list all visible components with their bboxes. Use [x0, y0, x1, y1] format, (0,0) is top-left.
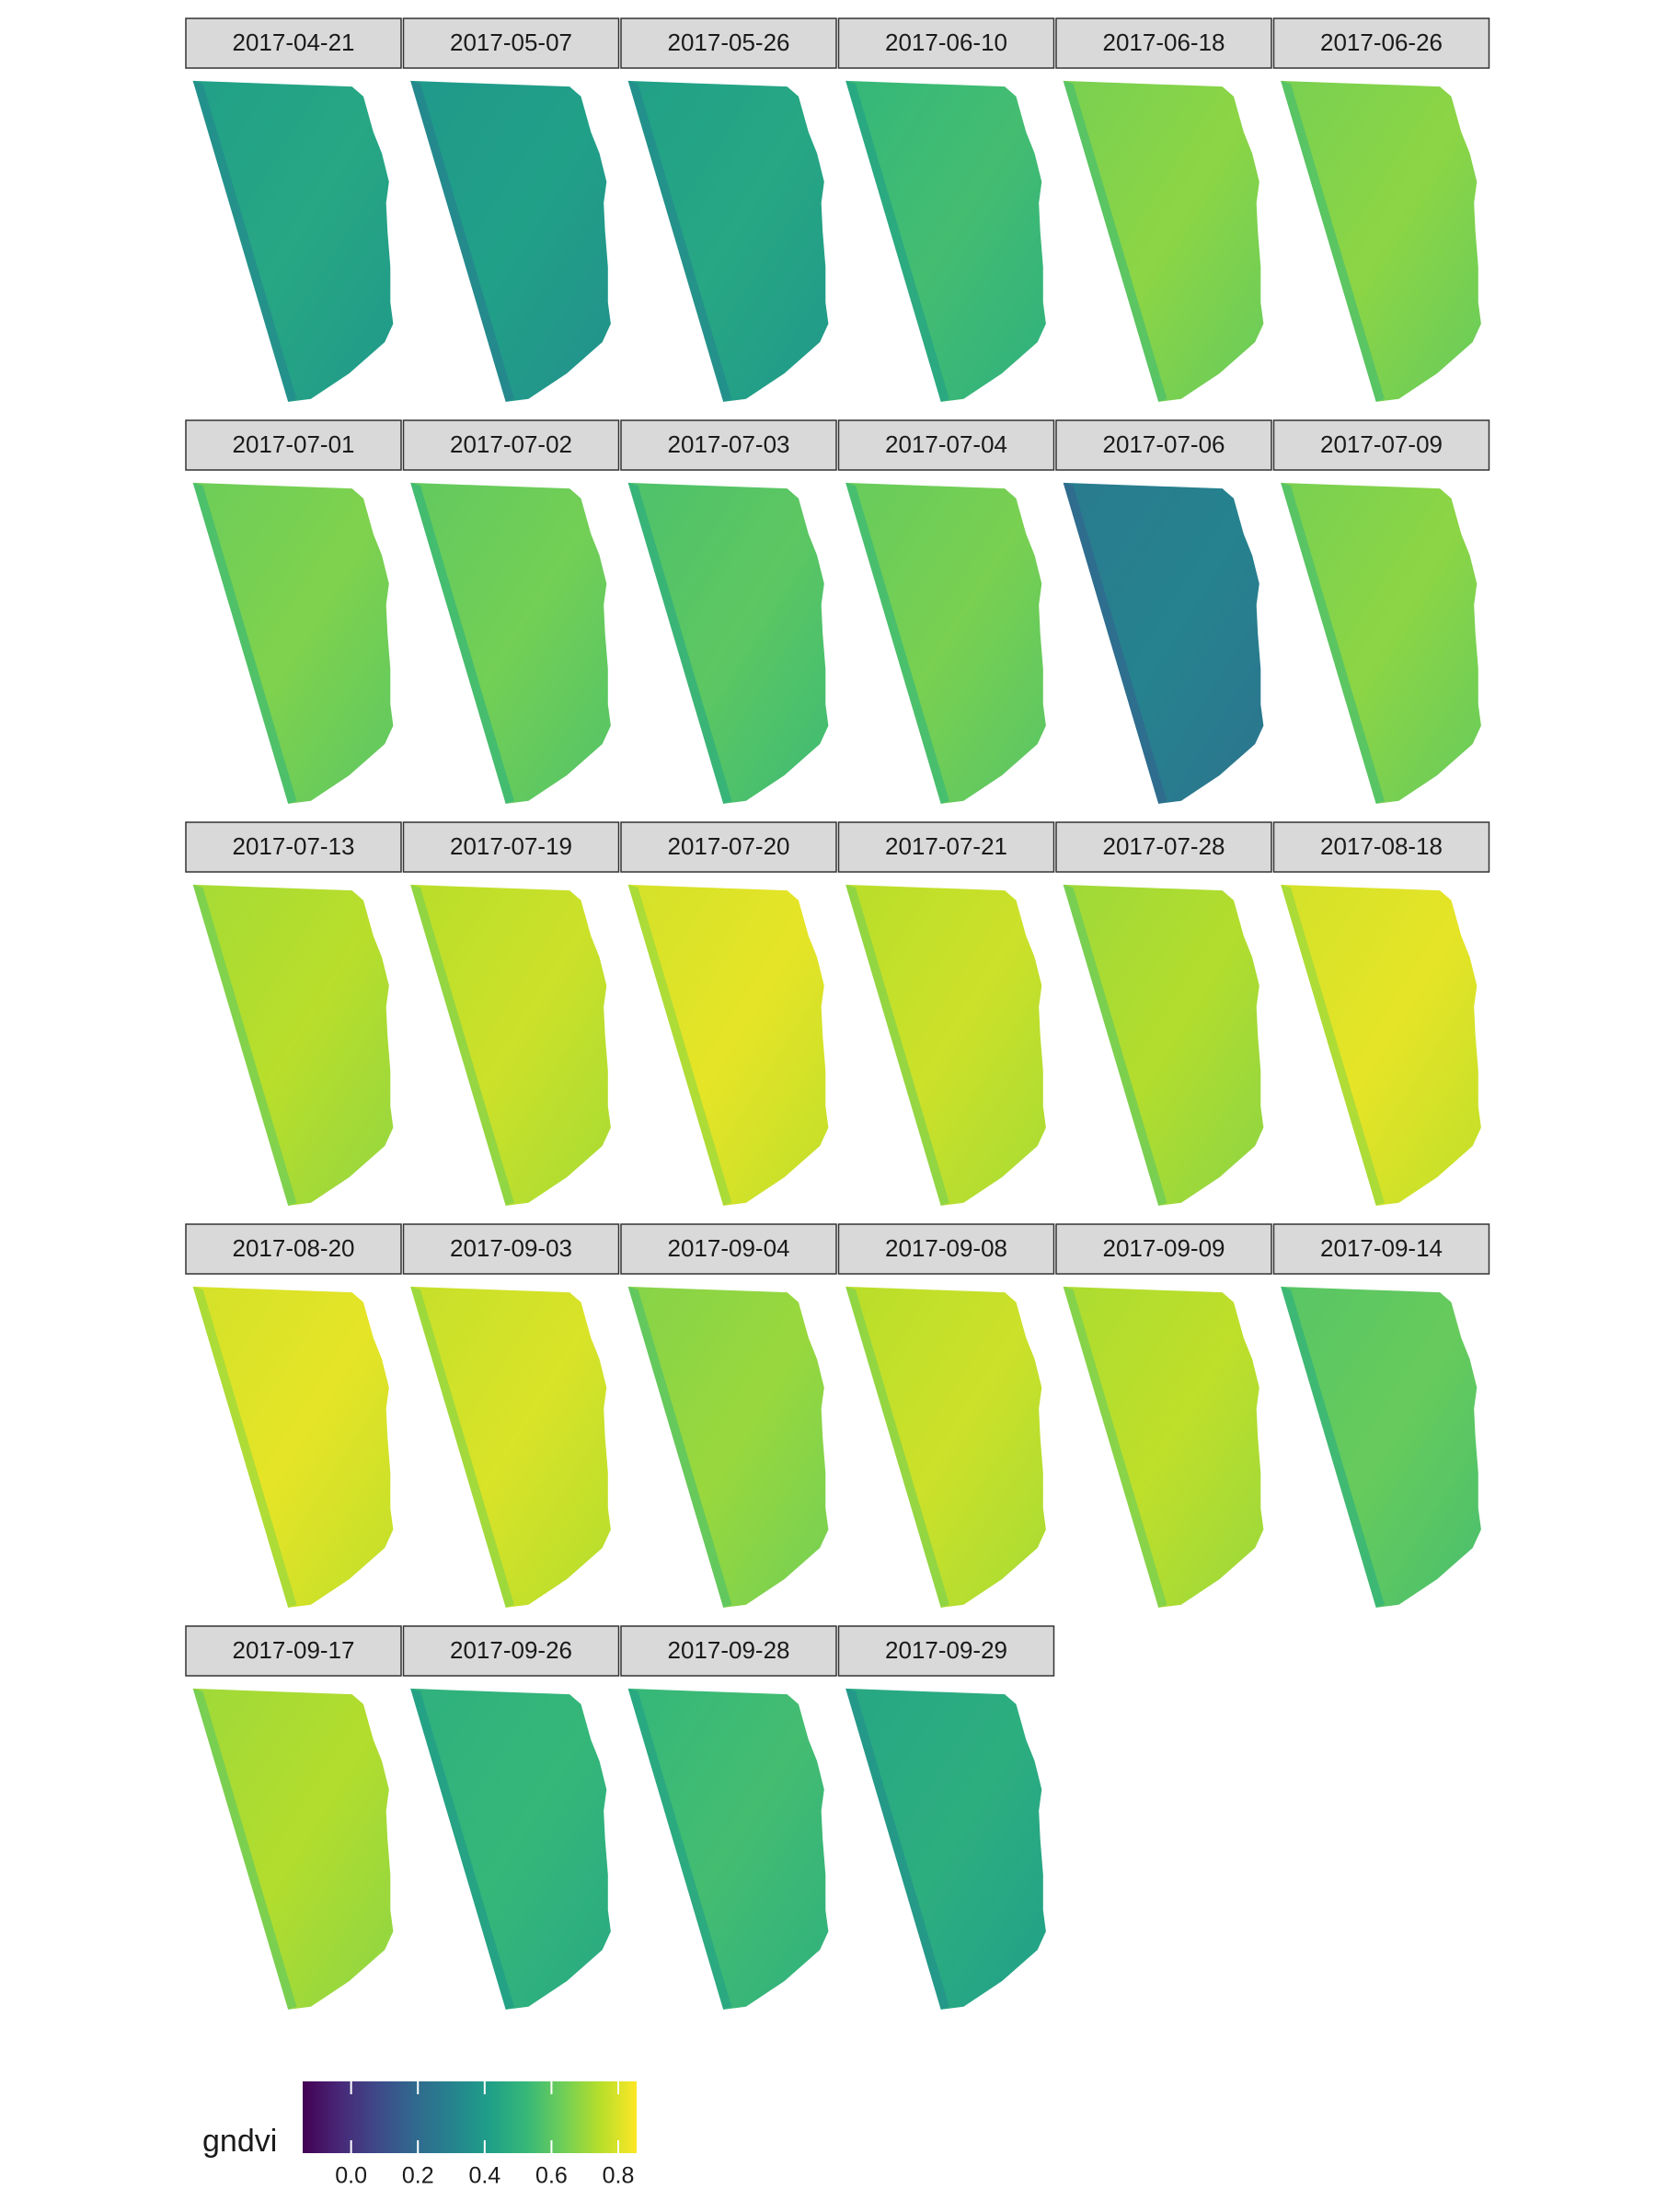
- facet-strip: [402, 419, 620, 471]
- facet-label: 2017-09-28: [668, 1636, 790, 1664]
- facet-strip: [1055, 1223, 1272, 1275]
- facet-strip: [1272, 821, 1490, 873]
- facet-strip: [185, 419, 402, 471]
- field-raster: [627, 1688, 829, 2010]
- facet-strip: [1272, 419, 1490, 471]
- field-raster: [1063, 1286, 1264, 1608]
- field-raster: [1281, 80, 1481, 402]
- facet-strip: [1272, 1223, 1490, 1275]
- facet-label: 2017-06-10: [885, 29, 1007, 56]
- field-raster: [410, 1688, 611, 2010]
- colorbar-tick-label: 0.0: [335, 2163, 367, 2189]
- field-raster: [410, 482, 611, 804]
- facet-label: 2017-09-17: [233, 1636, 355, 1664]
- field-raster: [1063, 80, 1264, 402]
- facet-label: 2017-08-18: [1320, 832, 1443, 860]
- field-raster: [192, 1688, 394, 2010]
- field-raster: [627, 884, 829, 1206]
- field-raster: [845, 482, 1046, 804]
- field-raster: [1063, 482, 1264, 804]
- facet-strip: [185, 17, 402, 69]
- field-raster: [192, 1286, 394, 1608]
- facet-label: 2017-07-19: [450, 832, 572, 860]
- field-raster: [845, 1688, 1046, 2010]
- field-raster: [1281, 1286, 1481, 1608]
- field-raster: [1281, 884, 1481, 1206]
- field-raster: [192, 482, 394, 804]
- facet-label: 2017-09-03: [450, 1234, 572, 1262]
- facet-strip: [1055, 821, 1272, 873]
- facet-strip: [620, 821, 837, 873]
- colorbar-tick-label: 0.6: [535, 2163, 568, 2189]
- facet-strip: [185, 821, 402, 873]
- facet-label: 2017-07-21: [885, 832, 1007, 860]
- facet-label: 2017-05-07: [450, 29, 572, 56]
- facet-strip: [402, 1625, 620, 1677]
- field-raster: [845, 1286, 1046, 1608]
- facet-label: 2017-07-28: [1103, 832, 1225, 860]
- facet-label: 2017-07-01: [233, 430, 355, 458]
- colorbar-tick-label: 0.8: [603, 2163, 635, 2189]
- facet-label: 2017-04-21: [233, 29, 355, 56]
- field-raster: [627, 1286, 829, 1608]
- facet-label: 2017-08-20: [233, 1234, 355, 1262]
- colorbar: [303, 2081, 637, 2153]
- facet-label: 2017-06-26: [1320, 29, 1443, 56]
- legend-title: gndvi: [202, 2124, 277, 2159]
- facet-strip: [1272, 17, 1490, 69]
- facet-strip: [1055, 419, 1272, 471]
- facet-strip: [1055, 17, 1272, 69]
- colorbar-tick-label: 0.2: [402, 2163, 434, 2189]
- facet-label: 2017-07-02: [450, 430, 572, 458]
- facet-strip: [185, 1625, 402, 1677]
- facet-strip: [402, 821, 620, 873]
- field-raster: [192, 80, 394, 402]
- facet-strip: [402, 17, 620, 69]
- field-raster: [410, 80, 611, 402]
- facet-label: 2017-07-20: [668, 832, 790, 860]
- facet-strip: [185, 1223, 402, 1275]
- field-raster: [845, 884, 1046, 1206]
- facet-label: 2017-07-06: [1103, 430, 1225, 458]
- facet-label: 2017-07-04: [885, 430, 1007, 458]
- facet-strip: [837, 1625, 1055, 1677]
- field-raster: [1063, 884, 1264, 1206]
- field-raster: [1281, 482, 1481, 804]
- facet-label: 2017-06-18: [1103, 29, 1225, 56]
- field-raster: [627, 482, 829, 804]
- field-raster: [192, 884, 394, 1206]
- field-raster: [845, 80, 1046, 402]
- facet-label: 2017-07-13: [233, 832, 355, 860]
- facet-strip: [402, 1223, 620, 1275]
- facet-label: 2017-09-29: [885, 1636, 1007, 1664]
- facet-label: 2017-07-03: [668, 430, 790, 458]
- facet-strip: [620, 1223, 837, 1275]
- facet-strip: [620, 17, 837, 69]
- facet-label: 2017-09-08: [885, 1234, 1007, 1262]
- facet-label: 2017-07-09: [1320, 430, 1443, 458]
- field-raster: [627, 80, 829, 402]
- facet-label: 2017-09-26: [450, 1636, 572, 1664]
- facet-strip: [837, 419, 1055, 471]
- facet-label: 2017-09-04: [668, 1234, 790, 1262]
- facet-label: 2017-05-26: [668, 29, 790, 56]
- facet-strip: [620, 1625, 837, 1677]
- field-raster: [410, 884, 611, 1206]
- facet-strip: [837, 17, 1055, 69]
- field-raster: [410, 1286, 611, 1608]
- facet-strip: [837, 821, 1055, 873]
- facet-label: 2017-09-09: [1103, 1234, 1225, 1262]
- colorbar-tick-label: 0.4: [468, 2163, 500, 2189]
- facet-strip: [620, 419, 837, 471]
- facet-label: 2017-09-14: [1320, 1234, 1443, 1262]
- facet-strip: [837, 1223, 1055, 1275]
